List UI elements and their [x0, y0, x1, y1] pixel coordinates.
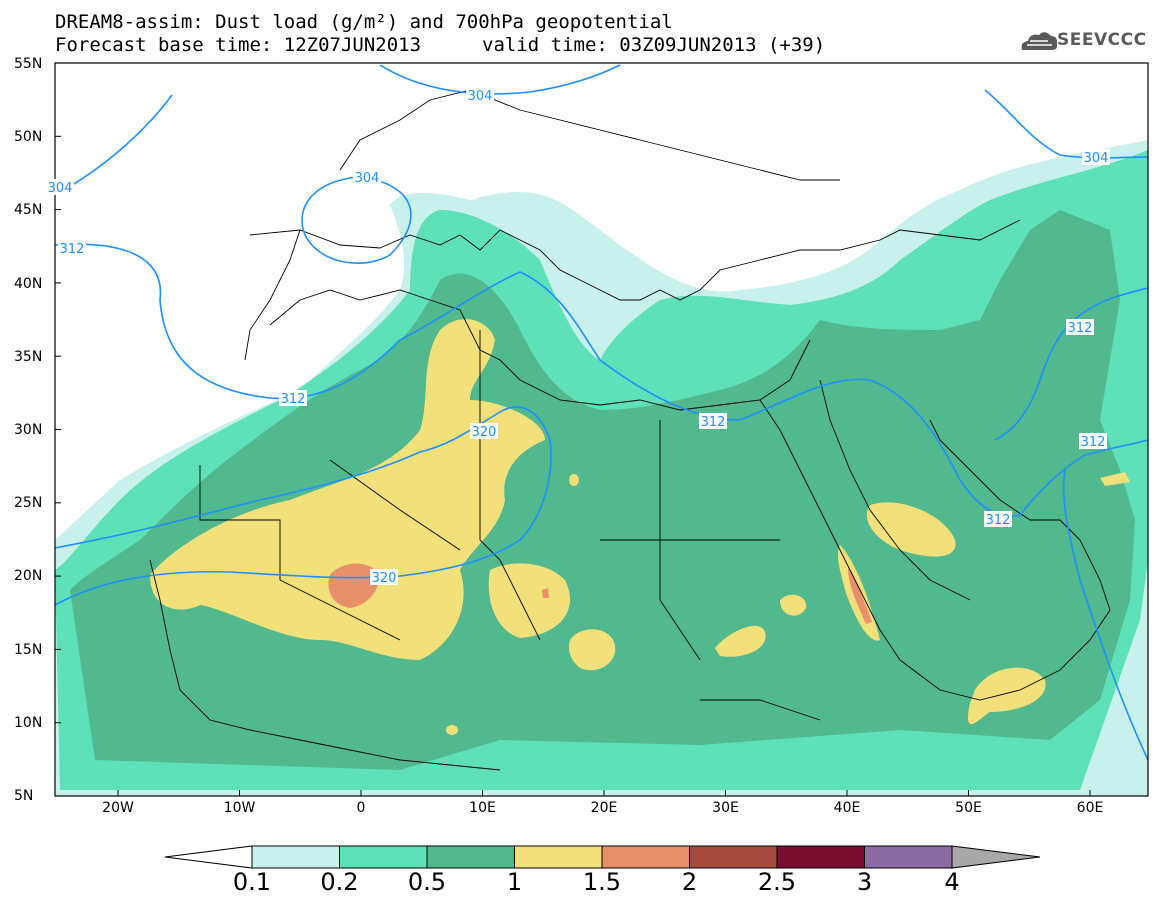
- lat-label: 15N: [14, 641, 43, 658]
- colorbar-over-arrow: [951, 845, 1041, 869]
- colorbar-bin: [426, 845, 515, 869]
- contour-label: 304: [468, 89, 493, 104]
- lat-label: 40N: [14, 275, 43, 292]
- contour-label: 312: [986, 513, 1011, 528]
- contour-label-bg: [58, 240, 86, 256]
- colorbar-bin: [776, 845, 865, 869]
- lat-label: 30N: [14, 422, 43, 438]
- contour-label: 304: [355, 171, 380, 186]
- colorbar-label: 0.5: [407, 868, 447, 896]
- colorbar-label: 1: [506, 868, 523, 896]
- contour-label: 304: [48, 181, 73, 196]
- contour-label-bg: [353, 169, 381, 185]
- lat-label: 50N: [14, 129, 43, 146]
- colorbar-bin: [339, 845, 428, 869]
- contour-label: 320: [472, 425, 497, 440]
- colorbar-label: 2: [681, 868, 698, 896]
- contour-label: 312: [1068, 321, 1093, 336]
- contour-label: 312: [281, 392, 306, 407]
- map-title: DREAM8-assim: Dust load (g/m²) and 700hP…: [55, 11, 673, 33]
- valid-time: valid time: 03Z09JUN2013 (+39): [482, 34, 826, 56]
- lon-label: 30E: [712, 800, 739, 816]
- logo-text: SEEVCCC: [1057, 30, 1147, 50]
- contour-label-bg: [984, 511, 1012, 527]
- colorbar-bin: [601, 845, 690, 869]
- lon-label: 20W: [102, 800, 134, 816]
- colorbar-label: 4: [944, 868, 960, 896]
- contour-label-bg: [1079, 433, 1107, 449]
- contour-label-bg: [279, 390, 307, 406]
- contour-label-bg: [470, 423, 498, 439]
- colorbar-under-arrow: [164, 845, 253, 869]
- contour-label: 320: [372, 571, 397, 586]
- colorbar-bin: [864, 845, 953, 869]
- colorbar-bin: [514, 845, 603, 869]
- colorbar-label: 1.5: [582, 868, 622, 896]
- lon-label: 10W: [223, 800, 256, 816]
- dust-level-1.5: [328, 563, 379, 608]
- colorbar-bin: [689, 845, 778, 869]
- lat-label: 55N: [14, 56, 43, 72]
- forecast-base-time: Forecast base time: 12Z07JUN2013: [55, 34, 422, 56]
- lat-label: 45N: [14, 202, 43, 219]
- dust-level-1: [150, 319, 545, 660]
- colorbar-bin: [251, 845, 340, 869]
- lat-label: 35N: [14, 348, 43, 365]
- lon-label: 40E: [833, 800, 861, 816]
- lat-label: 20N: [14, 568, 43, 585]
- lon-label: 10E: [469, 800, 496, 816]
- contour-label-bg: [1066, 319, 1094, 335]
- contour-label-bg: [466, 87, 494, 103]
- lon-label: 50E: [955, 800, 982, 816]
- colorbar-label: 2.5: [757, 868, 797, 896]
- colorbar-label: 0.1: [232, 868, 272, 896]
- contour-label-bg: [699, 413, 727, 429]
- lon-label: 60E: [1076, 800, 1104, 816]
- lat-label: 10N: [14, 714, 43, 731]
- lat-label: 25N: [14, 495, 43, 512]
- contour-label-bg: [370, 569, 398, 585]
- contour-label: 312: [1081, 435, 1106, 450]
- contour-label-bg: [1082, 149, 1110, 165]
- contour-label-bg: [46, 179, 74, 195]
- lon-label: 20E: [590, 800, 618, 816]
- colorbar-label: 3: [856, 868, 873, 896]
- contour-label: 304: [1084, 151, 1109, 166]
- cloud-logo-icon: [1021, 32, 1058, 50]
- colorbar-label: 0.2: [320, 868, 359, 896]
- contour-label: 312: [60, 242, 85, 257]
- lon-label: 0: [356, 800, 366, 816]
- map-subtitle: Forecast base time: 12Z07JUN2013 valid ti…: [55, 34, 825, 56]
- lat-label: 5N: [14, 788, 34, 804]
- contour-label: 312: [701, 415, 726, 430]
